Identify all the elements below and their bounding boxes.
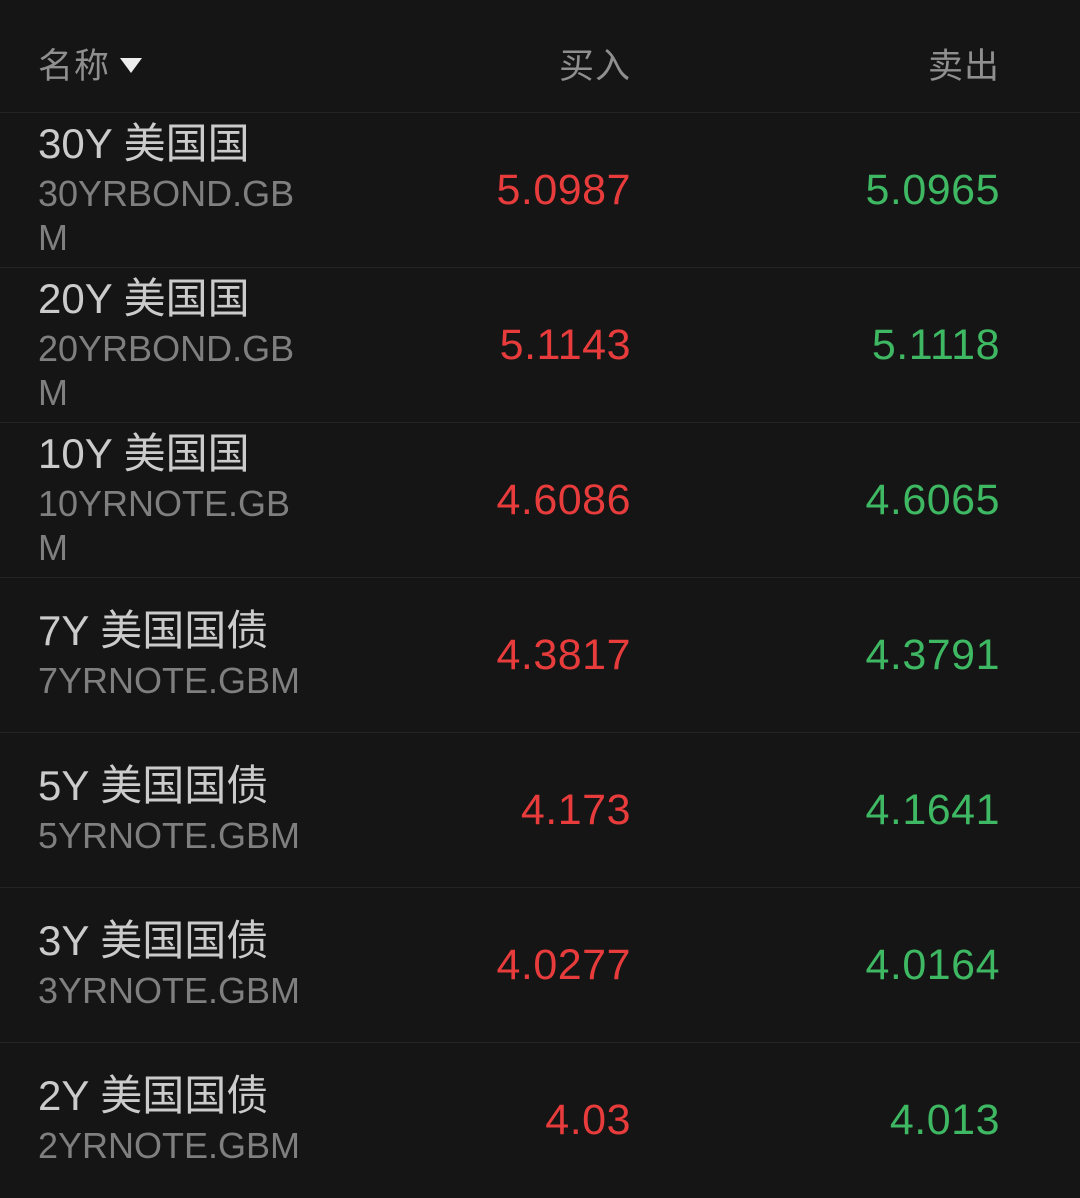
instrument-title: 7Y 美国国债 bbox=[38, 606, 269, 654]
instrument-title: 2Y 美国国债 bbox=[38, 1071, 269, 1119]
sell-price[interactable]: 4.013 bbox=[889, 1095, 1000, 1144]
instrument-title: 10Y 美国国 bbox=[38, 429, 250, 477]
quote-row[interactable]: 30Y 美国国 30YRBOND.GBM 5.0987 5.0965 bbox=[0, 112, 1080, 267]
instrument-symbol: 2YRNOTE.GBM bbox=[38, 1125, 301, 1167]
instrument-name-cell: 30Y 美国国 30YRBOND.GBM bbox=[38, 120, 304, 260]
quote-row[interactable]: 10Y 美国国 10YRNOTE.GBM 4.6086 4.6065 bbox=[0, 422, 1080, 577]
instrument-symbol: 10YRNOTE.GBM bbox=[38, 483, 291, 569]
buy-price[interactable]: 5.1143 bbox=[499, 320, 631, 369]
instrument-name-cell: 10Y 美国国 10YRNOTE.GBM bbox=[38, 430, 304, 570]
sell-column-label: 卖出 bbox=[927, 46, 1000, 86]
instrument-title: 30Y 美国国 bbox=[38, 119, 250, 167]
quote-row[interactable]: 20Y 美国国 20YRBOND.GBM 5.1143 5.1118 bbox=[0, 267, 1080, 422]
instrument-symbol: 30YRBOND.GBM bbox=[38, 173, 295, 259]
buy-price[interactable]: 4.3817 bbox=[496, 630, 631, 679]
instrument-title: 3Y 美国国债 bbox=[38, 916, 269, 964]
sell-price[interactable]: 4.1641 bbox=[865, 785, 1000, 834]
quote-row[interactable]: 3Y 美国国债 3YRNOTE.GBM 4.0277 4.0164 bbox=[0, 887, 1080, 1042]
instrument-symbol: 3YRNOTE.GBM bbox=[38, 970, 301, 1012]
buy-price[interactable]: 4.6086 bbox=[496, 475, 631, 524]
sell-price[interactable]: 5.0965 bbox=[865, 165, 1000, 214]
table-header: 名称 买入 卖出 bbox=[0, 0, 1080, 112]
quote-row[interactable]: 2Y 美国国债 2YRNOTE.GBM 4.03 4.013 bbox=[0, 1042, 1080, 1197]
buy-price[interactable]: 4.173 bbox=[520, 785, 631, 834]
sell-price[interactable]: 4.6065 bbox=[865, 475, 1000, 524]
column-header-sell[interactable]: 卖出 bbox=[631, 38, 1000, 89]
instrument-title: 20Y 美国国 bbox=[38, 274, 250, 322]
instrument-name-cell: 20Y 美国国 20YRBOND.GBM bbox=[38, 275, 304, 415]
instrument-name-cell: 7Y 美国国债 7YRNOTE.GBM bbox=[38, 607, 304, 703]
sort-descending-caret-icon bbox=[120, 57, 143, 73]
quote-row[interactable]: 7Y 美国国债 7YRNOTE.GBM 4.3817 4.3791 bbox=[0, 577, 1080, 732]
column-header-name[interactable]: 名称 bbox=[38, 38, 348, 89]
buy-price[interactable]: 5.0987 bbox=[496, 165, 631, 214]
instrument-name-cell: 2Y 美国国债 2YRNOTE.GBM bbox=[38, 1072, 304, 1168]
instrument-symbol: 5YRNOTE.GBM bbox=[38, 815, 301, 857]
instrument-symbol: 20YRBOND.GBM bbox=[38, 328, 295, 414]
sell-price[interactable]: 4.3791 bbox=[865, 630, 1000, 679]
instrument-name-cell: 5Y 美国国债 5YRNOTE.GBM bbox=[38, 762, 304, 858]
buy-column-label: 买入 bbox=[558, 46, 631, 86]
instrument-name-cell: 3Y 美国国债 3YRNOTE.GBM bbox=[38, 917, 304, 1013]
quote-rows: 30Y 美国国 30YRBOND.GBM 5.0987 5.0965 20Y 美… bbox=[0, 112, 1080, 1197]
buy-price[interactable]: 4.03 bbox=[545, 1095, 631, 1144]
column-header-buy[interactable]: 买入 bbox=[348, 38, 631, 89]
name-column-label: 名称 bbox=[38, 46, 111, 86]
sell-price[interactable]: 4.0164 bbox=[865, 940, 1000, 989]
instrument-title: 5Y 美国国债 bbox=[38, 761, 269, 809]
instrument-symbol: 7YRNOTE.GBM bbox=[38, 660, 301, 702]
quote-row[interactable]: 5Y 美国国债 5YRNOTE.GBM 4.173 4.1641 bbox=[0, 732, 1080, 887]
sell-price[interactable]: 5.1118 bbox=[871, 320, 1000, 369]
buy-price[interactable]: 4.0277 bbox=[496, 940, 631, 989]
